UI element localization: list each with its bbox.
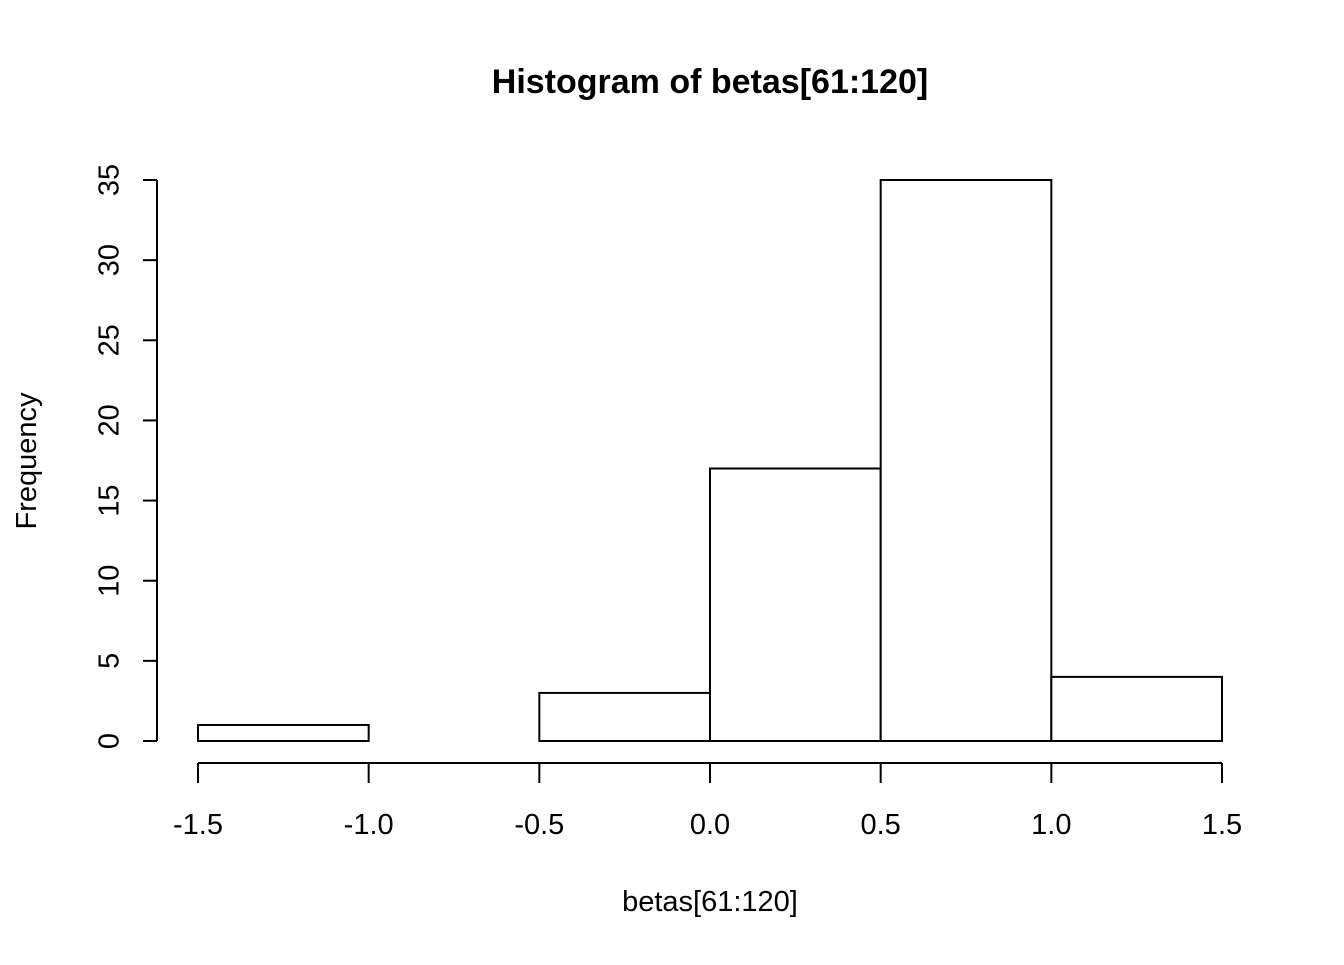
histogram-bars xyxy=(197,179,1224,743)
x-axis: -1.5 -1.0 -0.5 0.0 0.5 1.0 1.5 xyxy=(173,762,1242,841)
y-axis: 0 5 10 15 20 25 30 35 xyxy=(94,164,158,749)
y-tick-label: 0 xyxy=(94,733,126,749)
x-tick-label: -1.5 xyxy=(173,809,223,841)
histogram-bar xyxy=(197,723,370,743)
x-tick-label: 0.5 xyxy=(861,809,901,841)
x-tick-label: -0.5 xyxy=(514,809,564,841)
x-tick-label: -1.0 xyxy=(344,809,394,841)
x-tick-label: 0.0 xyxy=(690,809,730,841)
histogram-bar xyxy=(538,691,711,743)
x-tick-label: 1.5 xyxy=(1202,809,1242,841)
histogram-bar xyxy=(1050,675,1224,743)
x-tick-label: 1.0 xyxy=(1031,809,1071,841)
y-tick-label: 35 xyxy=(94,164,126,196)
histogram-bar xyxy=(879,179,1053,742)
y-tick-label: 5 xyxy=(94,653,126,669)
histogram-bar xyxy=(709,467,882,742)
y-axis-label: Frequency xyxy=(11,392,43,530)
y-tick-label: 10 xyxy=(94,565,126,597)
y-tick-label: 30 xyxy=(94,244,126,276)
y-tick-label: 25 xyxy=(94,324,126,356)
y-tick-label: 15 xyxy=(94,484,126,516)
y-tick-label: 20 xyxy=(94,404,126,436)
chart-title: Histogram of betas[61:120] xyxy=(492,63,928,101)
x-axis-label: betas[61:120] xyxy=(622,886,798,918)
